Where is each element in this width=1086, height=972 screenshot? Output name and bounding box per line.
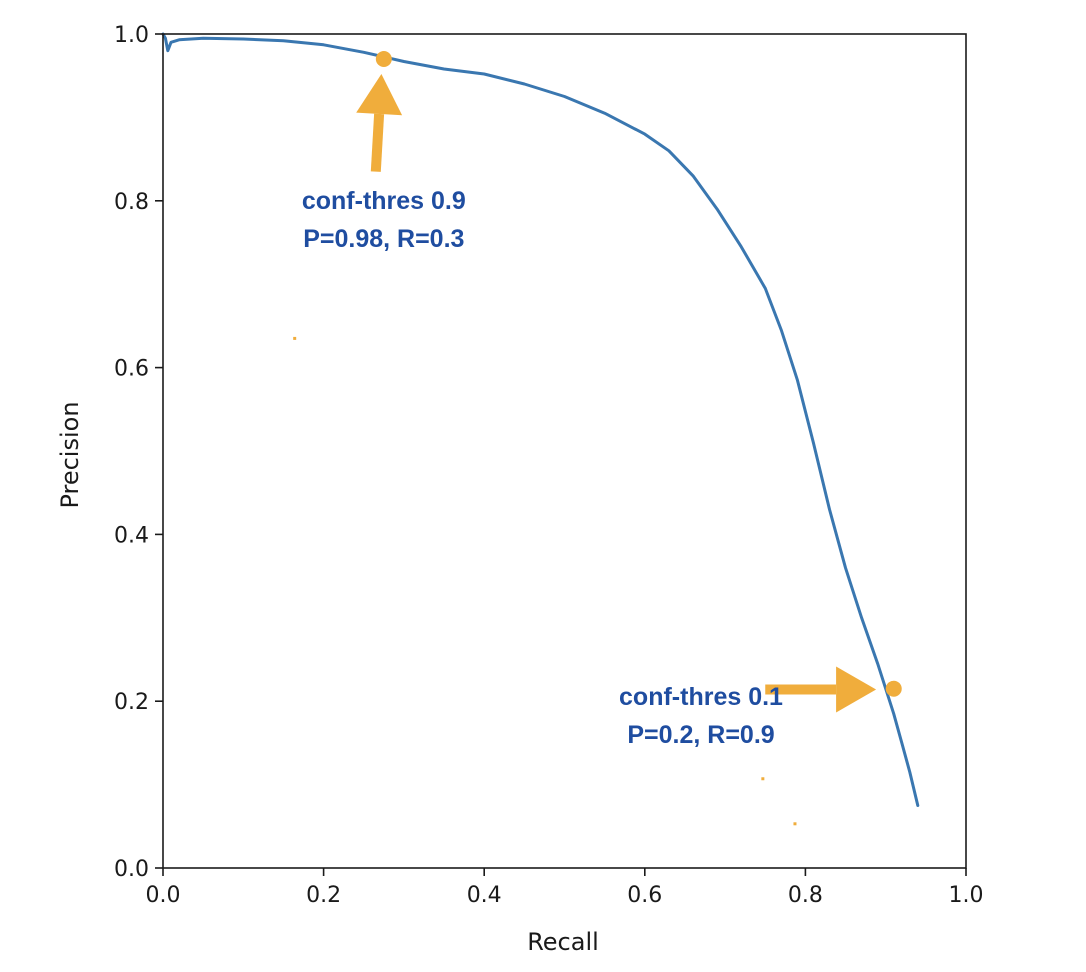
- annotation-title: conf-thres 0.1: [619, 683, 783, 711]
- annotation-values: P=0.98, R=0.3: [303, 225, 464, 253]
- pr-curve-line: [161, 32, 920, 807]
- y-tick-label: 0.0: [114, 857, 149, 882]
- x-tick-label: 0.2: [306, 883, 341, 908]
- arrow-shaft: [370, 113, 385, 172]
- stray-mark: [293, 336, 297, 340]
- plot-frame: [162, 33, 967, 869]
- y-tick-label: 0.4: [114, 523, 149, 548]
- y-tick-label: 1.0: [114, 23, 149, 48]
- annotation-low-threshold: conf-thres 0.1 P=0.2, R=0.9: [619, 666, 902, 749]
- annotation-title: conf-thres 0.9: [302, 187, 466, 215]
- threshold-point-marker: [375, 51, 392, 68]
- annotation-values: P=0.2, R=0.9: [627, 721, 774, 749]
- arrow-head: [836, 666, 877, 713]
- axis-ticks: 0.0 0.2 0.4 0.6 0.8 1.0 0.0 0.2 0.4 0.6 0.8 1.0: [114, 23, 984, 908]
- series-layer: [161, 32, 920, 807]
- x-axis-label: Recall: [527, 928, 599, 956]
- x-tick-label: 0.0: [146, 883, 181, 908]
- threshold-point-marker: [885, 680, 902, 697]
- x-tick-label: 0.6: [627, 883, 662, 908]
- x-tick-label: 0.8: [788, 883, 823, 908]
- stray-mark: [793, 822, 797, 826]
- arrow-head: [356, 74, 403, 116]
- annotation-high-threshold: conf-thres 0.9 P=0.98, R=0.3: [302, 51, 466, 253]
- y-tick-label: 0.8: [114, 190, 149, 215]
- y-tick-label: 0.2: [114, 690, 149, 715]
- y-axis-label: Precision: [56, 401, 84, 508]
- y-tick-label: 0.6: [114, 357, 149, 382]
- x-tick-label: 1.0: [949, 883, 984, 908]
- x-tick-label: 0.4: [467, 883, 502, 908]
- stray-mark: [761, 777, 765, 781]
